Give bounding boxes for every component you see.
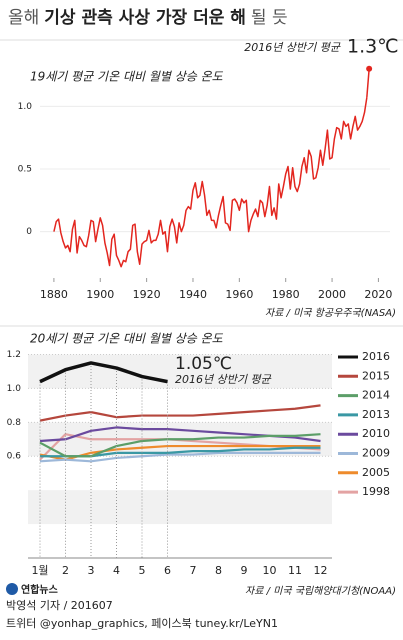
x-tick-label: 9 [241,564,248,577]
x-tick-label: 6 [164,564,171,577]
temperature-line [53,97,368,268]
logo-icon [6,583,18,595]
legend-label: 2015 [362,369,390,382]
legend-label: 2009 [362,447,390,460]
headline-part: 기상 관측 사상 가장 더운 해 [44,8,246,28]
highlight-connector [366,68,370,98]
chart-title: 19세기 평균 기온 대비 월별 상승 온도 [30,70,224,84]
headline-part: 올해 [8,8,39,28]
y-tick-label: 1.2 [7,350,21,360]
series-line [39,444,321,461]
legend-label: 2005 [362,466,390,479]
legend-label: 2013 [362,408,390,421]
x-tick-label: 2000 [318,288,346,301]
x-tick-label: 1월 [31,564,48,577]
social: 트위터 @yonhap_graphics, 페이스북 tuney.kr/LeYN… [6,617,278,630]
x-tick-label: 1920 [133,288,161,301]
source: 자료 / 미국 국립해양대기청(NOAA) [245,585,396,597]
x-tick-label: 5 [139,564,146,577]
x-tick-label: 8 [215,564,222,577]
x-tick-label: 4 [113,564,120,577]
x-tick-label: 3 [88,564,95,577]
highlight-point [366,65,373,72]
chart-title: 20세기 평균 기온 대비 월별 상승 온도 [30,332,224,346]
y-tick-label: 0.5 [18,165,32,175]
series-line [39,433,321,458]
band [28,490,332,525]
y-tick-label: 0.8 [7,418,22,428]
x-tick-label: 10 [263,564,277,577]
x-tick-label: 1980 [272,288,300,301]
x-tick-label: 7 [190,564,197,577]
series-line [39,404,321,422]
legend-label: 2010 [362,427,390,440]
x-tick-label: 12 [314,564,328,577]
x-tick-label: 2020 [364,288,392,301]
series-line [39,451,321,463]
highlight-note: 2016년 상반기 평균 [244,41,341,54]
y-tick-label: 1.0 [7,384,22,394]
band [28,354,332,389]
x-tick-label: 2 [62,564,69,577]
x-tick-label: 1880 [40,288,68,301]
legend-label: 1998 [362,485,390,498]
annotation-note: 2016년 상반기 평균 [175,373,272,386]
legend-label: 2014 [362,389,390,402]
source: 자료 / 미국 항공우주국(NASA) [265,307,396,319]
headline-part: 될 듯 [251,8,288,28]
highlight-label: 1.3℃ [347,36,399,58]
x-tick-label: 1900 [86,288,114,301]
byline: 박영석 기자 / 201607 [6,599,113,612]
x-tick-label: 1940 [179,288,207,301]
y-tick-label: 1.0 [18,102,33,112]
legend-label: 2016 [362,350,390,363]
y-tick-label: 0 [26,227,32,237]
x-tick-label: 11 [288,564,302,577]
x-tick-label: 1960 [225,288,253,301]
series-line [39,361,168,384]
y-tick-label: 0.6 [7,452,22,462]
annotation-value: 1.05℃ [175,354,232,374]
logo: 연합뉴스 [21,583,58,596]
